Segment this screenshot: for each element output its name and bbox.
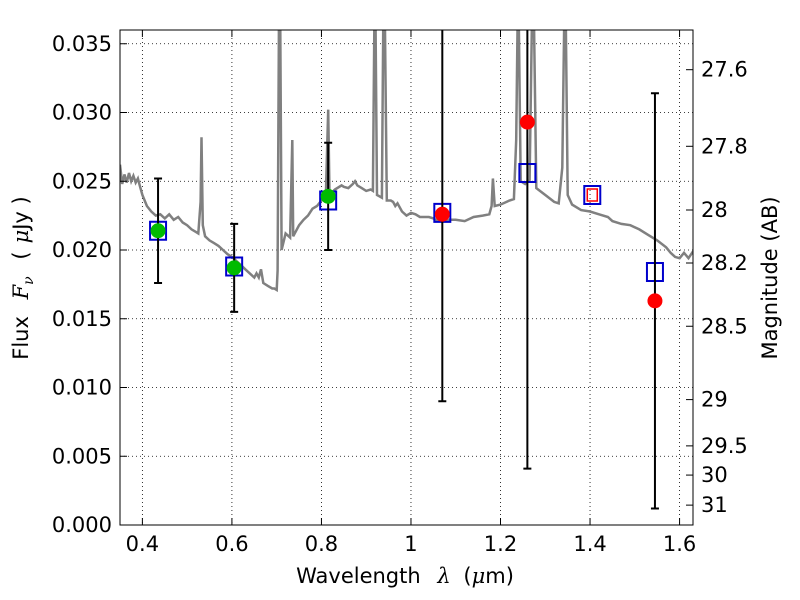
- grid: [120, 30, 693, 526]
- x-tick-label: 0.6: [215, 532, 248, 556]
- x-tick-label: 1.2: [484, 532, 517, 556]
- y-tick-label: 0.015: [52, 307, 112, 331]
- mag-tick-label: 27.8: [701, 134, 748, 158]
- observed-flux-point: [226, 260, 242, 276]
- y-axis-unit-mu: μ: [9, 230, 33, 244]
- y-axis-label: Flux Fν ( μJy ): [9, 196, 38, 359]
- x-axis-label-symbol: λ: [436, 564, 450, 588]
- y-tick-label: 0.000: [52, 513, 112, 537]
- y-axis-unit-open: (: [9, 251, 33, 259]
- mag-tick-label: 29.5: [701, 434, 748, 458]
- axis-ticks: 0.4 0.6 0.8 1 1.2 1.4 1.6 0.000 0.005 0.010 0.015 0…: [52, 30, 748, 556]
- x-axis-unit-rest: m): [485, 564, 514, 588]
- y-tick-label: 0.025: [52, 169, 112, 193]
- model-photometry-square: [583, 185, 602, 205]
- mag-tick-label: 28: [701, 198, 728, 222]
- observed-flux-point: [320, 188, 336, 204]
- spectrum-line: [120, 30, 693, 293]
- mag-tick-label: 30: [701, 463, 728, 487]
- x-tick-label: 0.8: [305, 532, 338, 556]
- observed-flux-point: [519, 114, 535, 130]
- y-axis-unit-rest: Jy ): [9, 196, 33, 232]
- y-axis-label-subscript: ν: [21, 276, 37, 285]
- x-axis-unit-mu: μ: [472, 564, 486, 588]
- x-axis-unit-open: (: [463, 564, 471, 588]
- x-tick-label: 1: [404, 532, 417, 556]
- x-axis-label-text: Wavelength: [296, 564, 421, 588]
- observed-flux-point: [150, 223, 166, 239]
- x-tick-label: 1.4: [573, 532, 606, 556]
- x-tick-label: 1.6: [663, 532, 696, 556]
- plot-frame: [119, 29, 694, 526]
- y-axis-label-text: Flux: [9, 316, 33, 360]
- y-tick-label: 0.035: [52, 32, 112, 56]
- spectrum-layer: [120, 30, 693, 293]
- mag-tick-label: 28.5: [701, 314, 748, 338]
- x-tick-label: 0.4: [126, 532, 159, 556]
- y-tick-label: 0.005: [52, 444, 112, 468]
- y-tick-label: 0.030: [52, 101, 112, 125]
- mag-tick-label: 31: [701, 493, 728, 517]
- observed-flux-point: [434, 206, 450, 222]
- y-tick-label: 0.010: [52, 376, 112, 400]
- y-axis-label-symbol: F: [9, 283, 33, 300]
- mag-tick-label: 28.2: [701, 251, 748, 275]
- mag-tick-label: 27.6: [701, 58, 748, 82]
- markers-layer: [149, 30, 664, 510]
- y-tick-label: 0.020: [52, 238, 112, 262]
- observed-flux-point: [647, 293, 663, 309]
- x-axis-label: Wavelength λ (μm): [296, 564, 514, 588]
- y2-axis-label: Magnitude (AB): [758, 196, 782, 359]
- unobserved-band-square: [586, 188, 599, 202]
- mag-tick-label: 29: [701, 388, 728, 412]
